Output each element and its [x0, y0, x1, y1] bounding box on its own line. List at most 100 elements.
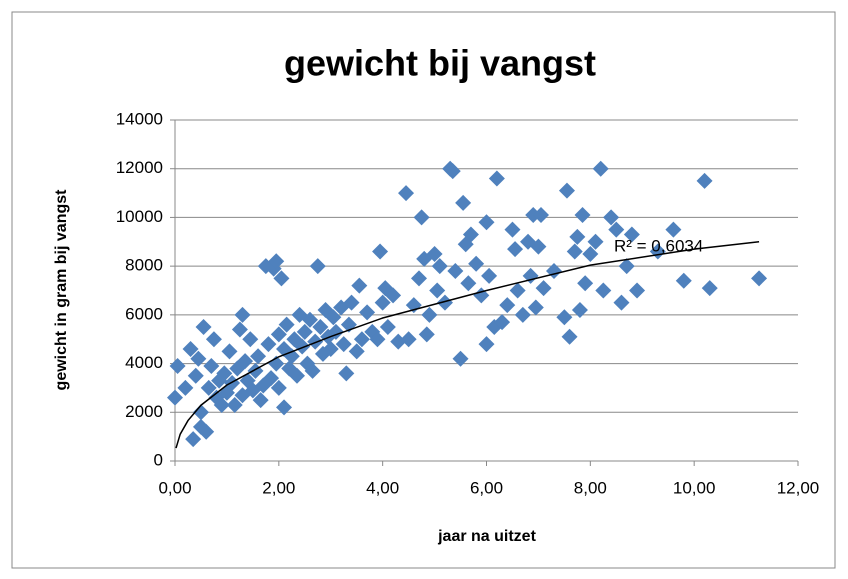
data-point	[468, 255, 485, 272]
data-point	[301, 311, 318, 328]
data-point	[566, 243, 583, 260]
data-point	[268, 253, 285, 270]
data-point	[185, 431, 202, 448]
data-point	[603, 209, 620, 226]
data-point	[307, 333, 324, 350]
data-point	[499, 297, 516, 314]
data-point	[527, 299, 544, 316]
data-point	[372, 243, 389, 260]
data-point	[569, 228, 586, 245]
data-point	[195, 319, 212, 336]
data-point	[359, 304, 376, 321]
data-point	[592, 160, 609, 177]
data-point	[379, 319, 396, 336]
data-point	[369, 331, 386, 348]
data-point	[187, 367, 204, 384]
data-point	[167, 389, 183, 406]
data-point	[478, 214, 495, 231]
data-point	[273, 270, 290, 287]
data-point	[533, 206, 550, 223]
data-point	[198, 423, 215, 440]
data-point	[571, 301, 588, 318]
data-point	[335, 336, 352, 353]
data-point	[351, 277, 368, 294]
data-point	[374, 294, 391, 311]
data-point	[283, 348, 300, 365]
data-point	[216, 365, 233, 382]
data-point	[514, 306, 531, 323]
data-point	[192, 404, 209, 421]
data-point	[224, 375, 241, 392]
data-point	[522, 267, 539, 284]
data-point	[481, 267, 498, 284]
data-point	[312, 319, 329, 336]
x-axis-label: jaar na uitzet	[437, 528, 536, 545]
data-point	[507, 241, 524, 258]
data-point	[696, 172, 713, 189]
data-point	[574, 206, 591, 223]
data-point	[618, 258, 635, 275]
data-point	[177, 379, 194, 396]
data-point	[398, 185, 415, 202]
data-point	[608, 221, 625, 238]
data-point	[488, 170, 505, 187]
data-point	[460, 275, 477, 292]
x-tick-label: 10,00	[673, 478, 716, 497]
data-point	[535, 280, 552, 297]
data-point	[304, 362, 321, 379]
data-point	[595, 282, 612, 299]
data-point	[353, 331, 370, 348]
y-tick-label: 2000	[125, 402, 163, 421]
data-point	[701, 280, 718, 297]
data-point	[338, 365, 355, 382]
data-point	[413, 209, 430, 226]
data-point	[447, 263, 464, 280]
data-point	[431, 258, 448, 275]
data-point	[182, 340, 199, 357]
data-point	[444, 163, 461, 180]
data-point	[509, 282, 526, 299]
data-point	[348, 343, 365, 360]
y-tick-label: 12000	[116, 158, 163, 177]
data-point	[436, 294, 453, 311]
data-point	[613, 294, 630, 311]
data-point	[343, 294, 360, 311]
data-point	[325, 309, 342, 326]
data-point	[582, 245, 599, 262]
data-point	[556, 309, 573, 326]
data-point	[577, 275, 594, 292]
data-point	[309, 258, 326, 275]
data-point	[675, 272, 692, 289]
data-point	[455, 194, 472, 211]
data-point	[289, 367, 306, 384]
data-point	[252, 392, 269, 409]
data-point	[400, 331, 417, 348]
data-point	[587, 233, 604, 250]
data-point	[504, 221, 521, 238]
data-point	[242, 331, 259, 348]
data-point	[200, 379, 217, 396]
data-point	[411, 270, 428, 287]
x-tick-label: 4,00	[366, 478, 399, 497]
data-point	[190, 350, 207, 367]
data-point	[263, 370, 280, 387]
data-point	[429, 282, 446, 299]
y-tick-label: 6000	[125, 304, 163, 323]
data-point	[452, 350, 469, 367]
x-tick-label: 8,00	[574, 478, 607, 497]
data-point	[276, 399, 293, 416]
data-point	[426, 245, 443, 262]
data-point	[213, 396, 230, 413]
data-point	[478, 336, 495, 353]
data-point	[558, 182, 575, 199]
data-point	[296, 323, 313, 340]
data-point	[169, 358, 186, 375]
data-point	[416, 250, 433, 267]
data-point	[203, 358, 220, 375]
chart-border	[11, 11, 836, 569]
data-point	[751, 270, 768, 287]
data-point	[385, 287, 402, 304]
data-point	[221, 343, 238, 360]
